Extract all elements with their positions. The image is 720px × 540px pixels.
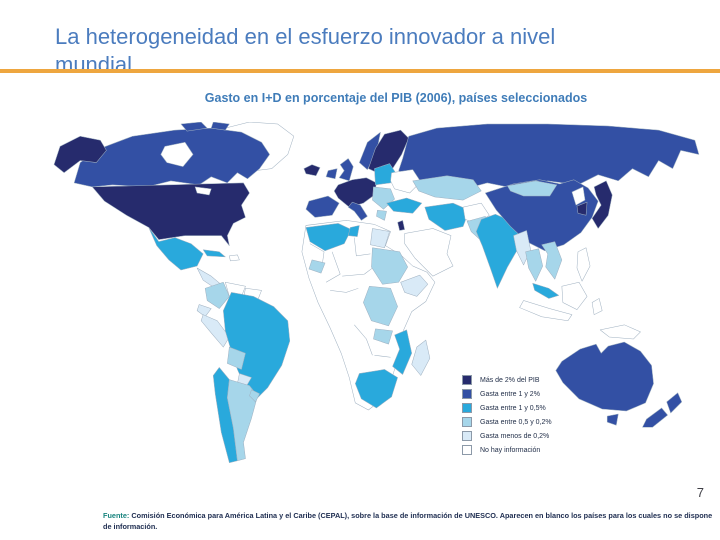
map-region-usa	[92, 182, 250, 246]
map-water-hudson-bay	[160, 142, 194, 167]
map-region-tasmania	[606, 413, 619, 426]
page-number: 7	[696, 485, 704, 500]
map-region-arctic-island	[210, 122, 230, 131]
map-region-vietnam	[541, 241, 563, 280]
map-region-dr-congo	[363, 286, 398, 327]
map-region-arctic-island	[180, 122, 208, 132]
map-region-italy	[347, 201, 368, 221]
map-region-alaska	[53, 135, 107, 173]
legend-item: Gasta entre 0,5 y 0,2%	[462, 417, 552, 427]
source-note: Fuente: Comisión Económica para América …	[103, 511, 715, 532]
legend-label: Más de 2% del PIB	[480, 376, 540, 384]
legend-swatch	[462, 403, 472, 413]
map-region-china	[485, 179, 599, 252]
map-region-israel	[397, 220, 405, 231]
legend-label: Gasta entre 1 y 2%	[480, 390, 540, 398]
accent-rule	[0, 69, 720, 73]
source-text: Comisión Económica para América Latina y…	[103, 511, 713, 531]
map-region-west-africa	[308, 259, 326, 274]
map-region-uk	[338, 158, 354, 182]
map-region-papua-new-guinea	[599, 324, 641, 340]
legend-item: Gasta entre 1 y 2%	[462, 389, 552, 399]
map-region-colombia	[204, 281, 230, 309]
legend-label: No hay información	[480, 446, 541, 454]
map-region-australia	[555, 341, 654, 412]
legend-label: Gasta entre 1 y 0,5%	[480, 404, 546, 412]
map-region-egypt	[370, 228, 390, 248]
map-region-tunisia	[347, 225, 360, 237]
map-region-ethiopia	[400, 274, 429, 297]
map-region-bolivia	[227, 346, 246, 370]
legend-swatch	[462, 417, 472, 427]
map-region-uruguay	[249, 389, 260, 403]
map-water-great-lakes	[194, 186, 212, 196]
map-legend: Más de 2% del PIB Gasta entre 1 y 2% Gasta…	[460, 373, 556, 457]
map-region-north-korea	[571, 186, 586, 206]
map-region-turkey	[386, 197, 423, 214]
map-region-sudan	[371, 247, 408, 285]
map-region-iran	[424, 202, 470, 231]
legend-label: Gasta menos de 0,2%	[480, 432, 550, 440]
africa-country-borders	[309, 237, 391, 358]
legend-item: Gasta entre 1 y 0,5%	[462, 403, 552, 413]
map-region-greece	[376, 209, 387, 221]
map-region-ireland	[325, 168, 338, 180]
map-region-central-europe	[333, 177, 377, 208]
legend-item: Más de 2% del PIB	[462, 375, 552, 385]
legend-swatch	[462, 375, 472, 385]
map-region-norway	[359, 131, 381, 170]
map-region-iceland	[303, 164, 321, 176]
legend-swatch	[462, 445, 472, 455]
map-region-mozambique	[392, 329, 412, 375]
map-region-arabian-peninsula	[404, 228, 454, 277]
map-region-cuba	[202, 249, 226, 258]
source-label: Fuente:	[103, 511, 130, 520]
map-region-hispaniola	[229, 254, 240, 262]
map-region-sulawesi	[591, 298, 603, 315]
map-region-ukraine	[390, 169, 422, 194]
map-region-japan	[591, 180, 613, 229]
slide-subtitle: Gasto en I+D en porcentaje del PIB (2006…	[204, 91, 588, 106]
map-region-new-zealand	[642, 407, 668, 428]
map-region-kazakhstan	[412, 175, 482, 201]
map-region-new-zealand	[666, 392, 683, 414]
map-area	[52, 122, 712, 482]
map-region-malaysia	[532, 282, 560, 299]
map-region-peru	[200, 314, 230, 348]
map-region-indonesia	[519, 300, 573, 322]
legend-item: Gasta menos de 0,2%	[462, 431, 552, 441]
map-region-south-korea	[576, 201, 588, 216]
legend-item: No hay información	[462, 445, 552, 455]
map-region-brazil	[223, 292, 291, 401]
map-region-iberia	[305, 195, 340, 218]
slide-title: La heterogeneidad en el esfuerzo innovad…	[55, 23, 556, 77]
map-region-zambia	[373, 328, 393, 345]
map-region-mongolia	[507, 180, 558, 197]
map-region-morocco-algeria	[305, 223, 352, 252]
legend-swatch	[462, 389, 472, 399]
map-region-madagascar	[411, 339, 431, 376]
map-region-philippines	[576, 247, 591, 282]
map-region-mexico	[148, 227, 204, 271]
legend-swatch	[462, 431, 472, 441]
map-region-borneo	[561, 281, 588, 310]
map-region-thailand	[525, 248, 543, 282]
map-region-south-africa	[355, 369, 398, 409]
legend-label: Gasta entre 0,5 y 0,2%	[480, 418, 552, 426]
world-choropleth-map	[53, 122, 700, 463]
